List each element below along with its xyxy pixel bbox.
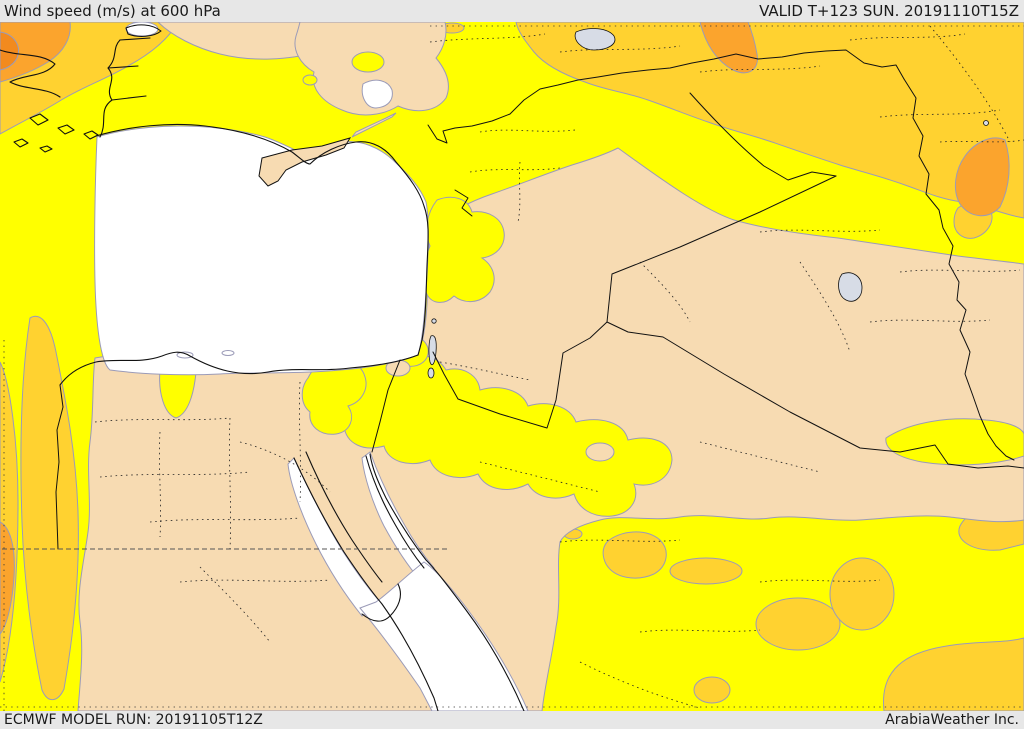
lakes-layer (427, 28, 989, 379)
country-borders-layer (55, 49, 1024, 550)
footer-bar: ECMWF MODEL RUN: 20191105T12Z ArabiaWeat… (0, 711, 1024, 729)
wind-band-deep-orange-region (0, 31, 19, 71)
model-run-label: ECMWF MODEL RUN: 20191105T12Z (4, 711, 263, 728)
wind-band-tan-small-holes (351, 112, 615, 462)
weather-map (0, 22, 1024, 711)
coastlines-layer (0, 24, 525, 711)
valid-time-label: VALID T+123 SUN. 20191110T15Z (759, 2, 1019, 20)
cyprus-island (258, 137, 352, 187)
admin-borders-dotted-layer (94, 25, 1024, 709)
graticule-layer (0, 25, 1024, 711)
map-title: Wind speed (m/s) at 600 hPa (4, 2, 221, 20)
wind-speed-map-canvas (0, 22, 1024, 711)
wind-band-gold-regions (0, 22, 1024, 711)
header-bar: Wind speed (m/s) at 600 hPa VALID T+123 … (0, 0, 1024, 22)
brand-label: ArabiaWeather Inc. (885, 711, 1019, 728)
wind-band-orange-regions (0, 22, 1010, 635)
